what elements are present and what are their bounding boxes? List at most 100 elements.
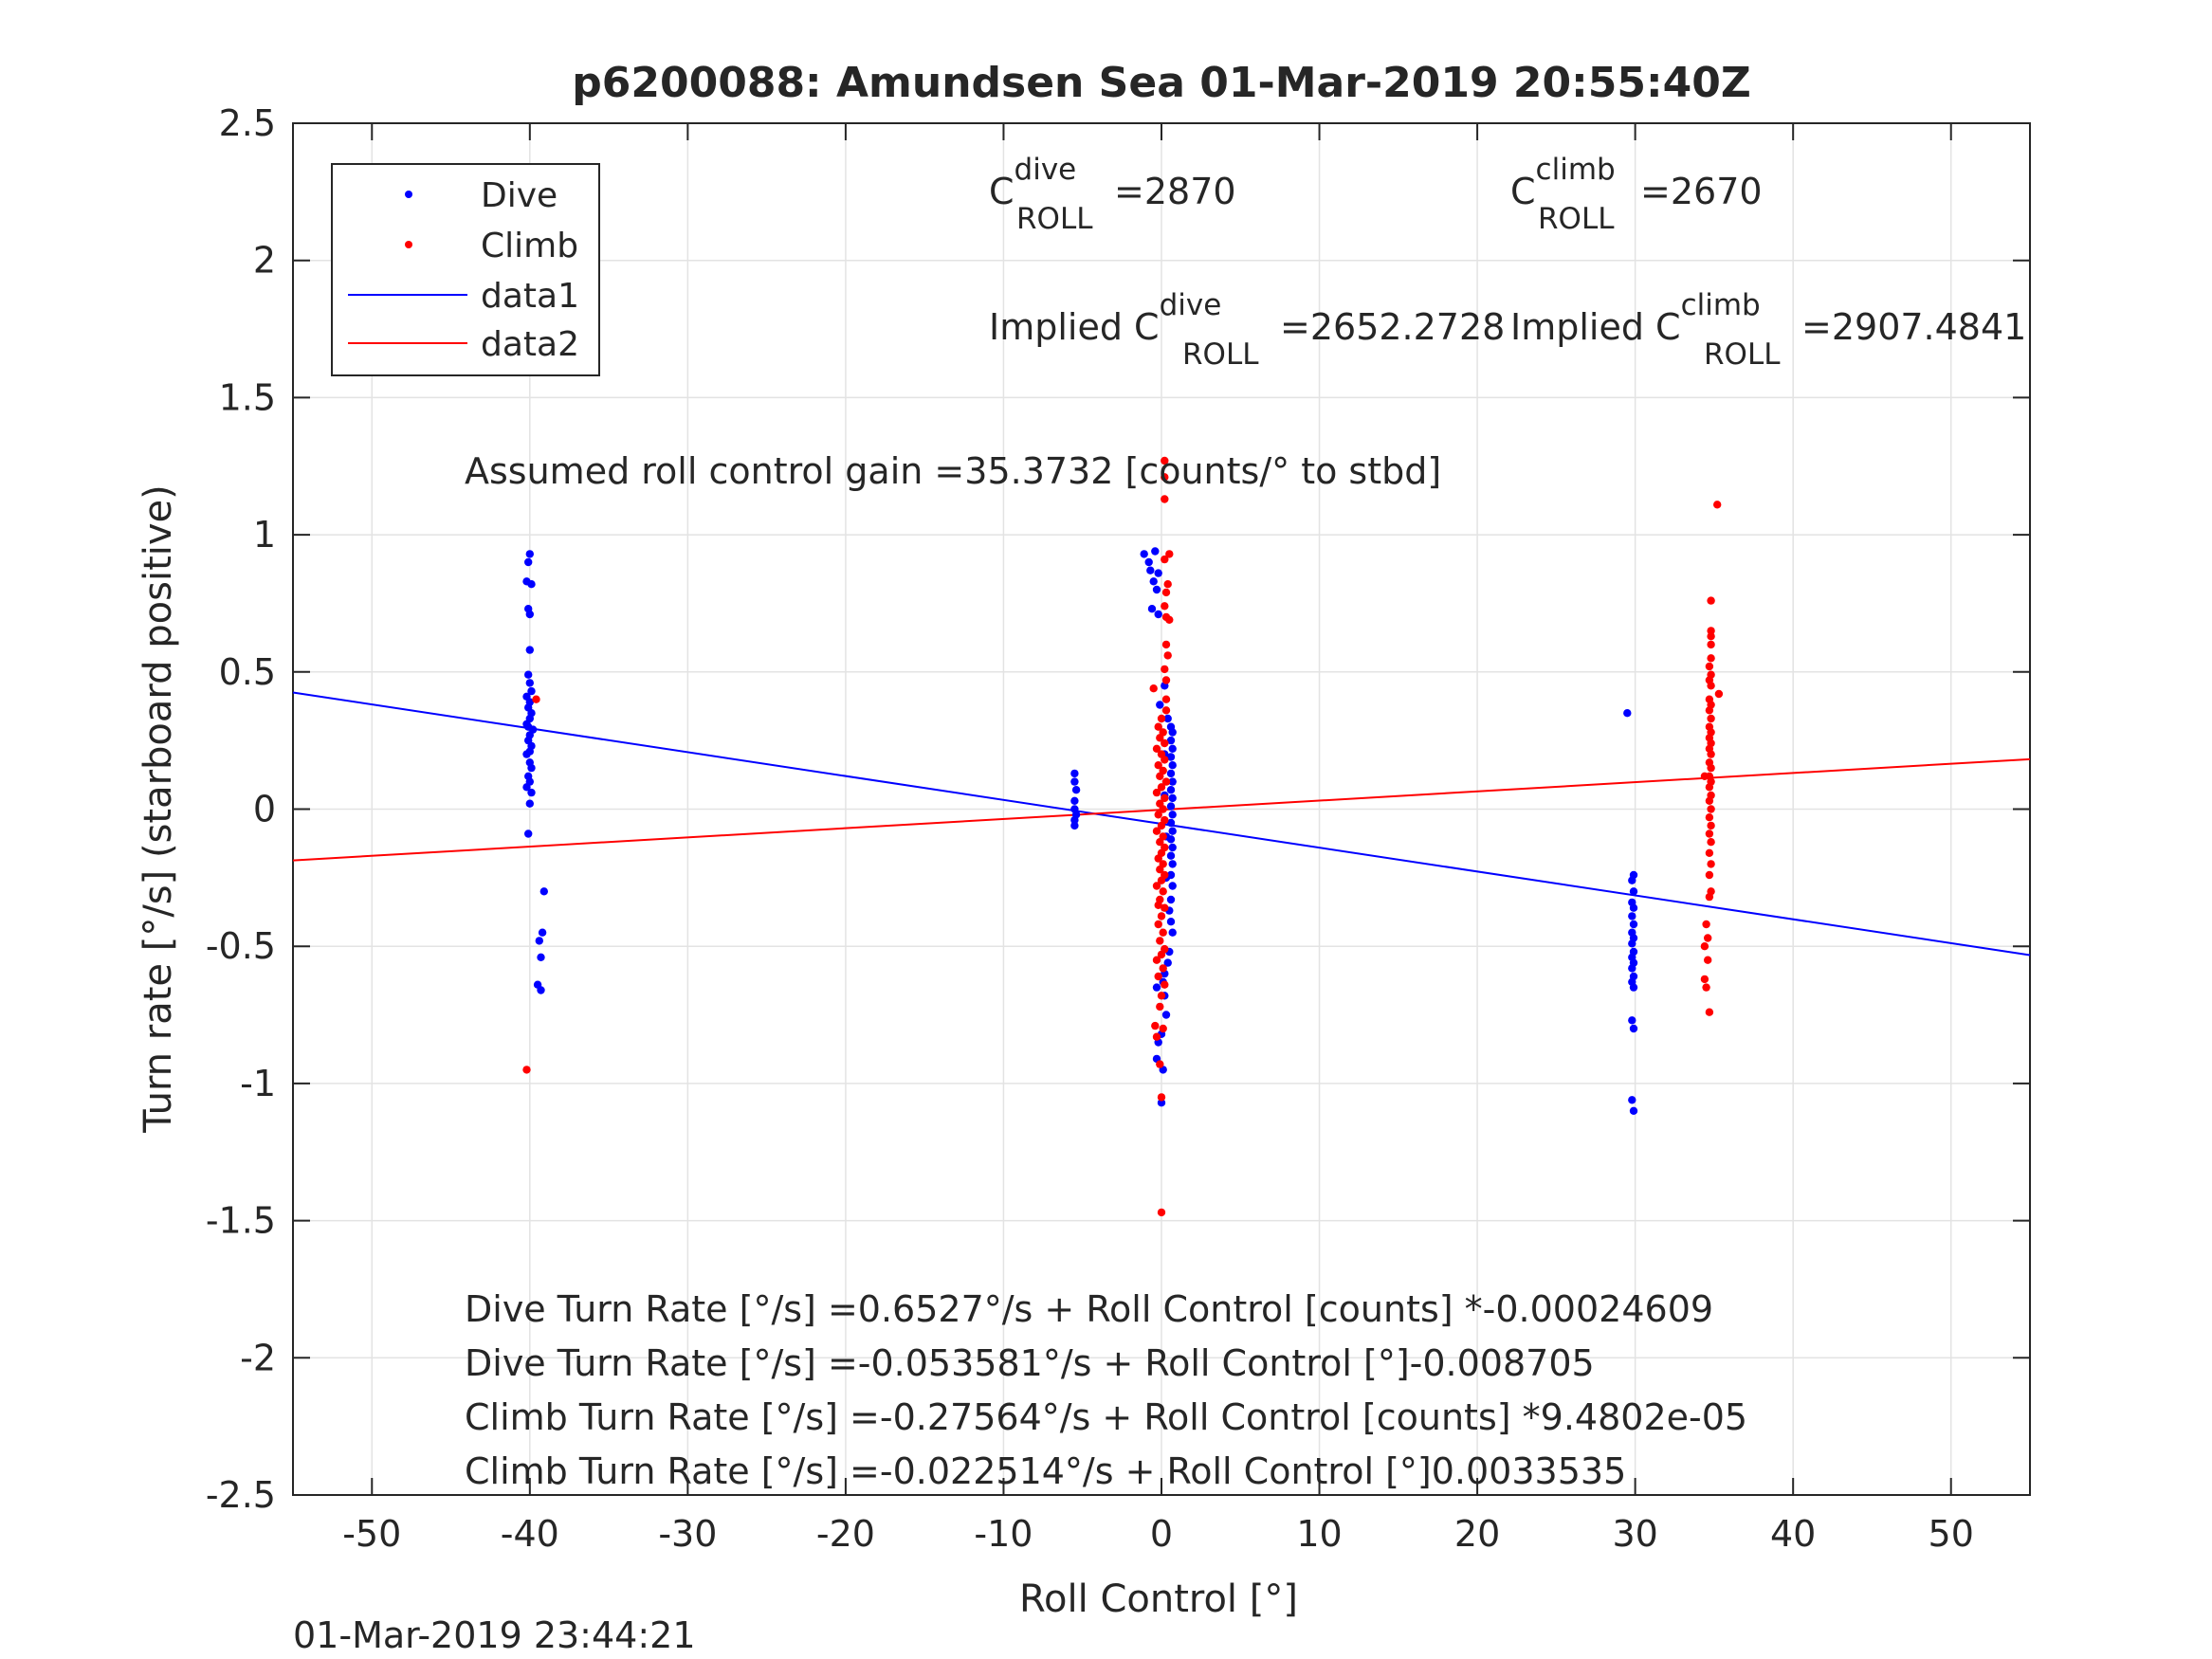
dive-point xyxy=(1157,1099,1166,1107)
dive-point xyxy=(1166,918,1176,926)
legend-dive-marker xyxy=(405,191,412,198)
y-tick-label: -2 xyxy=(240,1337,276,1378)
fit-equation-4: Climb Turn Rate [°/s] =-0.022514°/s + Ro… xyxy=(465,1450,1626,1492)
data-points xyxy=(522,456,1724,1217)
fit-equation-2: Dive Turn Rate [°/s] =-0.053581°/s + Rol… xyxy=(465,1342,1595,1384)
climb-point xyxy=(1161,903,1169,912)
c-climb-value: =2670 xyxy=(1640,171,1763,212)
dive-point xyxy=(1628,939,1636,948)
implied-dive-sup: dive xyxy=(1160,288,1222,322)
dive-point xyxy=(525,679,534,687)
dive-point xyxy=(1151,547,1160,556)
climb-point xyxy=(1159,928,1167,937)
climb-point xyxy=(1705,706,1714,715)
climb-point xyxy=(1157,876,1166,884)
climb-point xyxy=(1163,651,1172,660)
dive-point xyxy=(1166,851,1176,860)
x-tick-label: 0 xyxy=(1150,1513,1173,1555)
climb-point xyxy=(1156,937,1164,945)
roll-gain-annotation: Assumed roll control gain =35.3732 [coun… xyxy=(465,450,1441,492)
dive-point xyxy=(1628,1096,1636,1104)
climb-point xyxy=(1161,640,1171,649)
legend-climb-label: Climb xyxy=(481,227,578,265)
y-tick-label: -2.5 xyxy=(206,1474,276,1516)
climb-point xyxy=(1157,992,1166,1000)
climb-point xyxy=(1707,654,1715,663)
dive-point xyxy=(1154,569,1162,577)
dive-point xyxy=(524,670,533,679)
climb-point xyxy=(1154,901,1162,909)
climb-point xyxy=(1707,714,1715,723)
climb-point xyxy=(1707,838,1715,847)
y-tick-label: 0 xyxy=(253,789,276,830)
climb-point xyxy=(532,695,540,703)
climb-point xyxy=(1707,805,1715,813)
climb-point xyxy=(1161,456,1169,465)
dive-point xyxy=(1168,882,1177,890)
climb-point xyxy=(1702,920,1710,929)
climb-point xyxy=(1161,676,1171,684)
fit-equation-3: Climb Turn Rate [°/s] =-0.27564°/s + Rol… xyxy=(465,1396,1747,1438)
c-climb-base: C xyxy=(1510,171,1536,212)
dive-point xyxy=(1070,769,1079,778)
climb-point xyxy=(1702,983,1710,992)
climb-point xyxy=(1707,821,1715,830)
climb-point xyxy=(1159,805,1167,813)
climb-point xyxy=(1700,975,1709,984)
climb-point xyxy=(1152,1032,1161,1041)
climb-point xyxy=(1152,956,1161,964)
dive-point xyxy=(539,887,548,896)
dive-point xyxy=(1166,786,1176,794)
climb-point xyxy=(1157,950,1166,959)
dive-point xyxy=(1168,793,1177,803)
dive-point xyxy=(1071,786,1081,794)
dive-point xyxy=(1168,928,1177,937)
climb-point xyxy=(1159,964,1167,973)
axis-ticks: -50 -40 -30 -20 -10 0 10 20 30 40 50 2.5 2 1.5 1 0.5 0 -0… xyxy=(206,102,2030,1555)
dive-point xyxy=(1070,796,1079,805)
dive-point xyxy=(1168,744,1177,753)
dive-point xyxy=(1140,550,1148,558)
climb-point xyxy=(1161,588,1171,597)
dive-point xyxy=(535,937,543,945)
dive-point xyxy=(1629,1024,1638,1033)
x-tick-label: 40 xyxy=(1770,1513,1816,1555)
dive-point xyxy=(524,557,533,567)
dive-point xyxy=(525,799,534,808)
climb-point xyxy=(1161,473,1169,482)
climb-point xyxy=(1161,555,1169,564)
timestamp: 01-Mar-2019 23:44:21 xyxy=(293,1614,696,1656)
legend-data2-label: data2 xyxy=(481,325,579,364)
fit-equation-1: Dive Turn Rate [°/s] =0.6527°/s + Roll C… xyxy=(465,1288,1713,1330)
dive-point xyxy=(1628,876,1636,884)
dive-point xyxy=(1168,860,1177,868)
c-dive-base: C xyxy=(989,171,1015,212)
dive-point xyxy=(1146,566,1155,574)
climb-point xyxy=(1157,783,1166,792)
climb-point xyxy=(1705,813,1714,822)
climb-point xyxy=(1161,602,1169,611)
dive-point xyxy=(1629,1106,1638,1116)
climb-point xyxy=(1157,1093,1166,1102)
dive-point xyxy=(1070,821,1079,830)
dive-point xyxy=(1163,714,1172,723)
dive-point xyxy=(1168,811,1177,819)
implied-climb-base: Implied C xyxy=(1510,306,1681,348)
dive-point xyxy=(525,610,534,619)
c-dive-value: =2870 xyxy=(1114,171,1236,212)
climb-point xyxy=(1157,912,1166,921)
climb-point xyxy=(1705,1008,1714,1016)
dive-point xyxy=(1166,753,1176,761)
climb-point xyxy=(1705,796,1714,805)
y-tick-label: 1.5 xyxy=(219,376,276,418)
climb-point xyxy=(1707,860,1715,868)
climb-point xyxy=(1707,632,1715,641)
c-dive-sub: ROLL xyxy=(1016,202,1093,236)
climb-point xyxy=(1707,596,1715,605)
climb-point xyxy=(1156,866,1164,874)
dive-point xyxy=(538,928,547,937)
y-tick-label: 1 xyxy=(253,514,276,556)
climb-point xyxy=(1156,1060,1164,1068)
climb-point xyxy=(1705,662,1714,671)
